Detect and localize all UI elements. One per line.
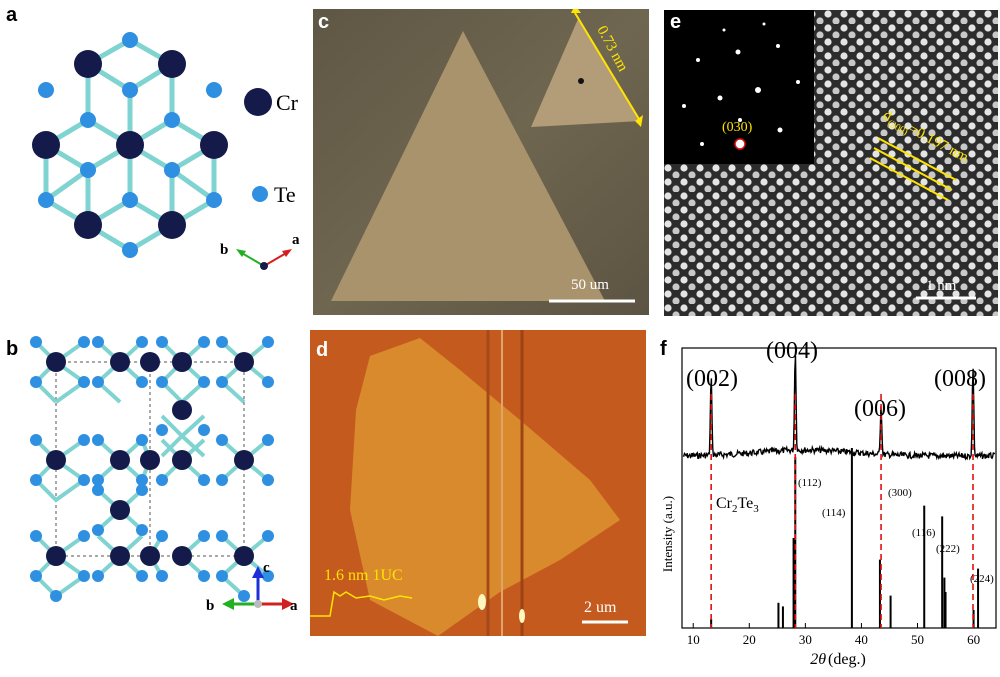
legend-te-label: Te: [274, 182, 296, 207]
panel-label-c: c: [318, 11, 330, 33]
scalebar-c-label: 50 um: [571, 277, 609, 293]
stem-image: (030) d(300)=0.197 nm 1 nm: [664, 10, 998, 316]
scalebar-d-label: 2 um: [584, 599, 617, 616]
plot-frame: [681, 347, 997, 629]
legend-cr-label: Cr: [276, 90, 299, 115]
ref-peak-224: (224): [970, 573, 994, 585]
peak-label-004: (004): [766, 338, 818, 364]
peak-label-002: (002): [686, 366, 738, 392]
reference-label: Cr2Te3: [716, 495, 759, 515]
x-axis-label: 2θ (deg.): [810, 651, 866, 668]
axis-b-label-b: b: [206, 598, 214, 614]
ref-peak-114: (114): [822, 507, 846, 519]
panel-label-e: e: [670, 11, 682, 33]
profile-label: 1.6 nm 1UC: [324, 567, 403, 584]
peak-label-006: (006): [854, 396, 906, 422]
panel-label-a: a: [6, 4, 18, 26]
afm-flake: [350, 338, 620, 636]
x-tick-label: 50: [911, 632, 924, 647]
xrd-pattern-line: [682, 355, 996, 461]
panel-label-b: b: [6, 338, 19, 360]
small-triangle-flake: [531, 19, 641, 127]
crystal-side-view: c b a: [30, 336, 298, 614]
x-tick-label: 10: [687, 632, 700, 647]
diffraction-inset: [664, 10, 814, 164]
peak-label-008: (008): [934, 366, 986, 392]
ref-peak-112: (112): [798, 477, 822, 489]
x-tick-label: 40: [855, 632, 868, 647]
spot-label: (030): [722, 120, 753, 135]
large-triangle-flake: [331, 31, 605, 301]
xrd-chart: 10 20 30 40 50 60 Intensity (a.u.) 2θ (deg.) (…: [660, 338, 997, 668]
ref-peak-222: (222): [936, 543, 960, 555]
optical-image: 0.73 nm 50 um: [313, 9, 649, 315]
axis-b-label-a: b: [220, 242, 228, 258]
afm-image: 1.6 nm 1UC 2 um: [310, 330, 646, 636]
x-tick-label: 30: [799, 632, 812, 647]
ref-peak-116: (116): [912, 527, 936, 539]
panel-label-f: f: [660, 338, 667, 360]
x-tick-label: 60: [967, 632, 980, 647]
axis-a-label-a: a: [292, 232, 300, 248]
ref-peak-300: (300): [888, 487, 912, 499]
height-profile: [310, 590, 413, 617]
scalebar-e-label: 1 nm: [926, 278, 957, 294]
panel-label-d: d: [316, 339, 329, 361]
x-tick-label: 20: [743, 632, 756, 647]
crystal-top-view: Cr Te b a: [32, 32, 300, 270]
axis-a-label-b: a: [290, 598, 298, 614]
y-axis-label: Intensity (a.u.): [660, 496, 675, 572]
axis-c-label-b: c: [263, 560, 270, 576]
